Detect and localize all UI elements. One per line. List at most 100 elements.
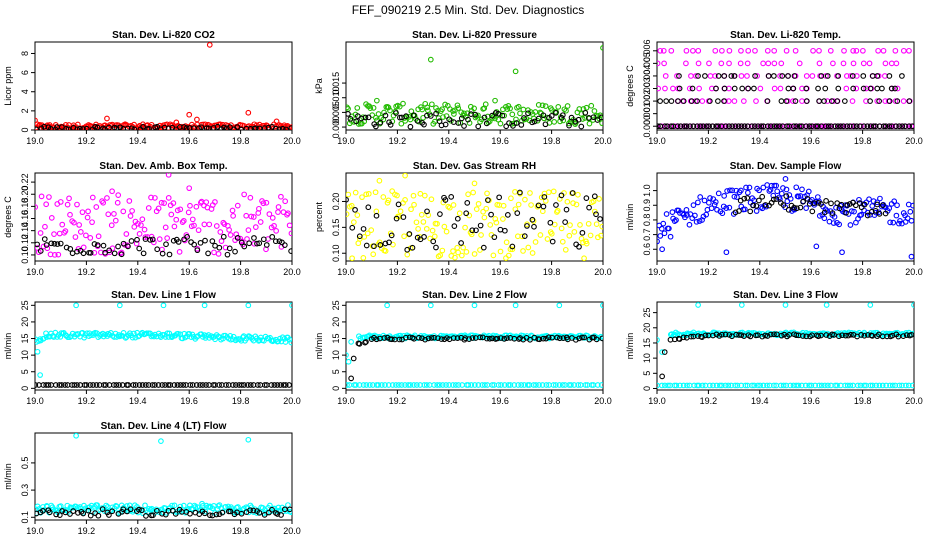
data-point: [759, 193, 766, 200]
data-point: [74, 126, 81, 130]
y-tick-label: 0.18: [20, 198, 30, 216]
data-point: [466, 336, 472, 342]
data-point: [659, 373, 665, 380]
y-tick-label: 0.004: [642, 65, 652, 88]
data-point: [385, 104, 392, 111]
data-point: [360, 226, 367, 232]
data-point: [35, 382, 39, 388]
data-point: [164, 235, 171, 241]
data-point: [850, 85, 857, 92]
data-point: [160, 302, 167, 309]
data-point: [89, 219, 95, 226]
data-point: [793, 332, 800, 339]
data-point: [600, 45, 603, 51]
data-point: [803, 98, 810, 104]
data-point: [209, 238, 216, 244]
data-point: [346, 358, 352, 365]
data-point: [737, 60, 744, 67]
data-point: [106, 124, 112, 130]
data-point: [539, 102, 546, 109]
data-point: [693, 73, 699, 79]
data-point: [882, 210, 889, 217]
data-point: [509, 111, 516, 118]
data-point: [753, 203, 760, 209]
data-point: [484, 335, 490, 342]
data-point: [706, 123, 712, 130]
data-point: [273, 228, 280, 234]
data-point: [269, 233, 276, 240]
data-point: [744, 195, 751, 201]
data-point: [815, 333, 822, 340]
points-layer: [657, 47, 914, 130]
data-point: [87, 250, 94, 256]
x-tick-label: 19.2: [389, 267, 407, 277]
data-point: [439, 382, 446, 388]
data-point: [406, 231, 413, 237]
data-point: [488, 211, 494, 218]
data-point: [218, 238, 225, 244]
data-point: [127, 506, 134, 513]
data-point: [382, 248, 389, 254]
x-tick-label: 19.6: [802, 136, 820, 146]
data-point: [812, 198, 819, 205]
chart-panel-4: Stan. Dev. Amb. Box Temp. degrees C 19.0 19…: [3, 161, 301, 277]
data-point: [899, 123, 906, 130]
data-point: [396, 336, 403, 343]
data-point: [821, 98, 827, 104]
data-point: [252, 224, 259, 230]
y-tick-label: 0.22: [20, 173, 30, 191]
data-point: [260, 236, 267, 243]
series-black: [35, 506, 292, 519]
data-point: [427, 113, 434, 119]
data-point: [263, 199, 270, 206]
data-point: [905, 382, 912, 389]
data-point: [558, 115, 565, 121]
data-point: [492, 115, 498, 122]
data-point: [738, 47, 744, 54]
data-point: [51, 231, 57, 237]
data-point: [532, 239, 539, 245]
data-point: [441, 223, 448, 230]
data-point: [257, 219, 264, 225]
data-point: [278, 512, 284, 518]
data-point: [816, 382, 822, 389]
data-point: [904, 215, 911, 222]
data-point: [375, 382, 382, 388]
data-point: [752, 73, 758, 79]
data-point: [861, 382, 867, 389]
data-point: [159, 250, 166, 257]
data-point: [695, 302, 701, 308]
data-point: [136, 245, 143, 252]
data-point: [856, 196, 862, 203]
data-point: [106, 512, 112, 518]
series-cyan: [35, 302, 292, 378]
data-point: [288, 509, 292, 516]
data-point: [580, 239, 586, 246]
data-point: [753, 208, 760, 214]
data-point: [699, 98, 706, 104]
data-point: [888, 85, 895, 92]
series-black: [35, 382, 292, 388]
data-point: [375, 111, 382, 117]
data-point: [245, 227, 252, 233]
data-point: [70, 122, 77, 129]
x-tick-label: 19.2: [78, 396, 96, 406]
data-point: [709, 123, 716, 130]
chart-panel-3: Stan. Dev. Li-820 Temp. degrees C 19.0 19.2…: [625, 30, 923, 146]
data-point: [186, 185, 193, 192]
chart-panel-6: Stan. Dev. Sample Flow ml/min 19.0 19.2 19.4…: [625, 161, 923, 277]
data-point: [746, 184, 753, 191]
data-point: [699, 382, 706, 389]
y-tick-label: 4: [20, 89, 30, 94]
data-point: [250, 507, 257, 514]
data-point: [735, 123, 742, 130]
data-point: [414, 234, 421, 241]
data-point: [900, 333, 907, 340]
data-point: [887, 219, 893, 226]
data-point: [363, 339, 369, 345]
data-point: [536, 382, 542, 388]
plot-frame: [656, 301, 915, 391]
data-point: [67, 246, 74, 252]
data-point: [689, 85, 696, 92]
data-point: [727, 187, 733, 194]
